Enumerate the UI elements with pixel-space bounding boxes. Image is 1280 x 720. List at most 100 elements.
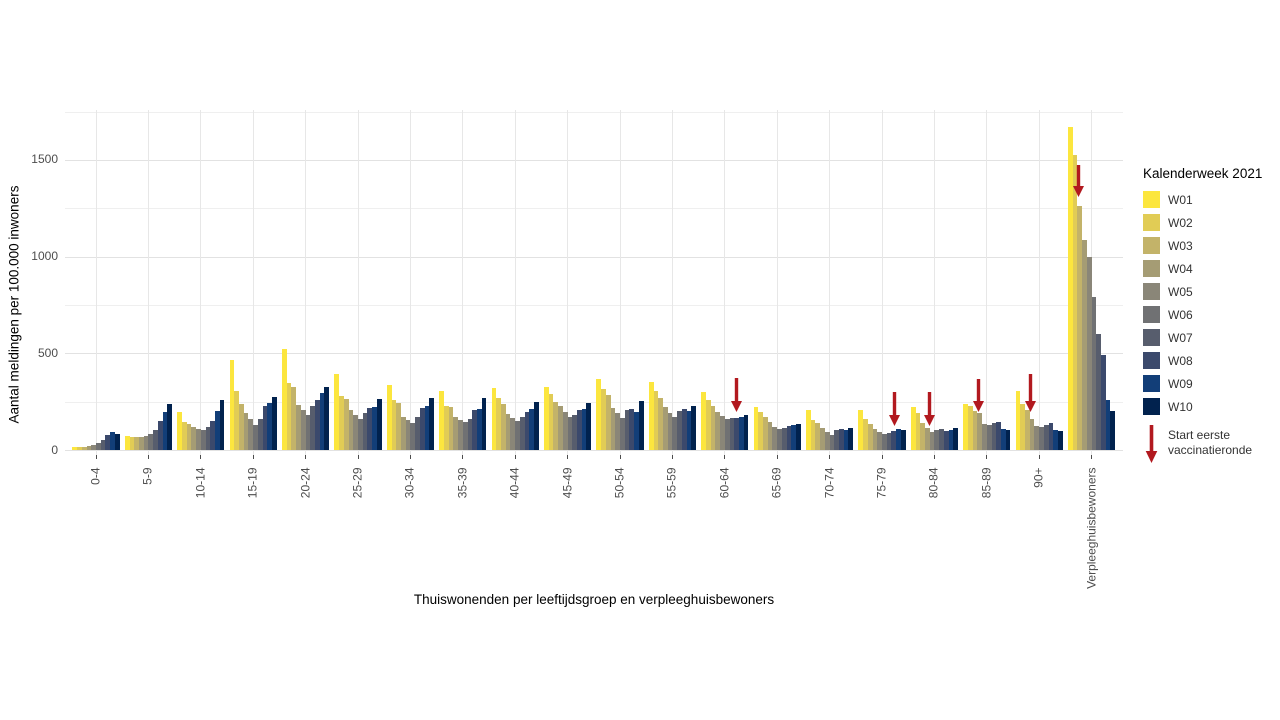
bar-55-59-W02 [653, 391, 659, 450]
bar-80-84-W01 [910, 407, 916, 450]
bar-70-74-W05 [824, 431, 830, 450]
bar-15-19-W04 [243, 413, 249, 450]
bar-70-74-W07 [834, 429, 840, 450]
legend-swatch-W01 [1143, 191, 1160, 208]
bar-30-34-W05 [405, 420, 411, 450]
bar-10-14-W05 [196, 428, 201, 450]
bar-55-59-W04 [662, 407, 668, 450]
bar-25-29-W04 [348, 410, 354, 450]
bar-Verpleeghuisbewoners-W06 [1091, 297, 1097, 450]
bar-0-4-W05 [91, 444, 96, 450]
bar-50-54-W01 [596, 379, 602, 450]
bar-90+-W06 [1039, 426, 1044, 450]
bar-15-19-W07 [257, 419, 263, 450]
bar-70-74-W03 [815, 422, 821, 450]
legend-title: Kalenderweek 2021 [1143, 166, 1263, 181]
x-tick-mark [933, 455, 935, 459]
bar-15-19-W08 [262, 406, 268, 450]
bar-85-89-W05 [982, 423, 987, 450]
bar-65-69-W08 [786, 425, 792, 450]
bar-85-89-W02 [967, 406, 973, 450]
legend-swatch-W06 [1143, 306, 1160, 323]
bar-50-54-W09 [634, 412, 639, 450]
legend-item-W07: W07 [1143, 326, 1278, 349]
bar-75-79-W01 [858, 410, 864, 450]
bar-25-29-W07 [362, 413, 368, 450]
legend-swatch-W02 [1143, 214, 1160, 231]
gridline-vertical [986, 110, 988, 455]
bar-25-29-W06 [358, 419, 363, 450]
vaccination-start-arrow-60-64 [731, 378, 742, 413]
x-tick-mark [200, 455, 202, 459]
legend-item-W01: W01 [1143, 188, 1278, 211]
bar-80-84-W03 [920, 422, 925, 450]
bar-Verpleeghuisbewoners-W09 [1105, 399, 1111, 450]
gridline-vertical [252, 110, 254, 455]
bar-0-4-W07 [100, 440, 106, 450]
bar-85-89-W07 [991, 422, 997, 450]
bar-60-64-W08 [734, 418, 739, 450]
gridline-vertical [95, 110, 97, 455]
gridline-vertical [671, 110, 673, 455]
bar-75-79-W07 [886, 432, 892, 450]
legend-label-W09: W09 [1168, 376, 1193, 391]
legend-swatch-W08 [1143, 352, 1160, 369]
x-tick-mark [305, 455, 307, 459]
legend-vaccination-note: Start eerste vaccinatieronde [1143, 425, 1278, 463]
bar-Verpleeghuisbewoners-W02 [1072, 155, 1078, 450]
x-tick-label-45-49: 45-49 [560, 467, 575, 498]
bar-65-69-W07 [781, 427, 787, 450]
bar-65-69-W03 [763, 417, 768, 450]
y-axis-title: Aantal meldingen per 100.000 inwoners [6, 185, 22, 424]
bar-55-59-W07 [677, 411, 682, 450]
gridline-vertical [357, 110, 359, 455]
legend-note-text: Start eerste vaccinatieronde [1168, 425, 1252, 463]
legend-note-line2: vaccinatieronde [1168, 443, 1253, 457]
bar-70-74-W08 [839, 428, 844, 450]
bar-15-19-W03 [239, 403, 244, 450]
legend: Kalenderweek 2021 W01 W02 W03 W04 W05 W06 W07 W… [1143, 166, 1278, 463]
bar-75-79-W03 [867, 423, 873, 450]
bar-40-44-W05 [510, 418, 516, 450]
bar-45-49-W02 [548, 393, 554, 450]
gridline-major [65, 256, 1123, 258]
bar-25-29-W08 [367, 408, 373, 450]
bar-5-9-W07 [153, 429, 158, 450]
x-tick-mark [724, 455, 726, 459]
bar-35-39-W03 [448, 407, 454, 450]
gridline-vertical [724, 110, 726, 455]
x-tick-mark [252, 455, 254, 459]
bar-10-14-W03 [186, 423, 192, 450]
bar-5-9-W08 [157, 420, 163, 450]
x-tick-label-90+: 90+ [1031, 467, 1046, 488]
x-tick-label-85-89: 85-89 [979, 467, 994, 498]
legend-label-W01: W01 [1168, 192, 1193, 207]
gridline-minor [65, 304, 1123, 306]
x-axis-title: Thuiswonenden per leeftijdsgroep en verp… [413, 592, 775, 607]
bar-40-44-W02 [496, 397, 502, 450]
legend-swatch-W05 [1143, 283, 1160, 300]
x-tick-mark [619, 455, 621, 459]
bar-55-59-W09 [686, 411, 692, 450]
gridline-major [65, 353, 1123, 355]
bar-10-14-W06 [200, 429, 206, 450]
bar-25-29-W01 [334, 373, 340, 450]
x-tick-label-75-79: 75-79 [874, 467, 889, 498]
vaccination-start-arrow-Verpleeghuisbewoners [1073, 164, 1085, 197]
bar-0-4-W04 [86, 445, 92, 450]
bar-35-39-W10 [481, 397, 487, 450]
bar-Verpleeghuisbewoners-W07 [1096, 333, 1102, 450]
x-tick-label-Verpleeghuisbewoners: Verpleeghuisbewoners [1084, 467, 1099, 589]
bar-45-49-W01 [544, 387, 549, 450]
bar-0-4-W08 [105, 434, 111, 450]
bar-30-34-W10 [429, 397, 434, 450]
legend-item-W05: W05 [1143, 280, 1278, 303]
bar-20-24-W05 [300, 410, 306, 450]
bar-5-9-W10 [167, 403, 172, 450]
gridline-vertical [409, 110, 411, 455]
bar-60-64-W10 [743, 415, 749, 450]
bar-85-89-W10 [1005, 429, 1011, 450]
bar-75-79-W04 [872, 428, 878, 450]
bar-30-34-W03 [396, 402, 401, 450]
